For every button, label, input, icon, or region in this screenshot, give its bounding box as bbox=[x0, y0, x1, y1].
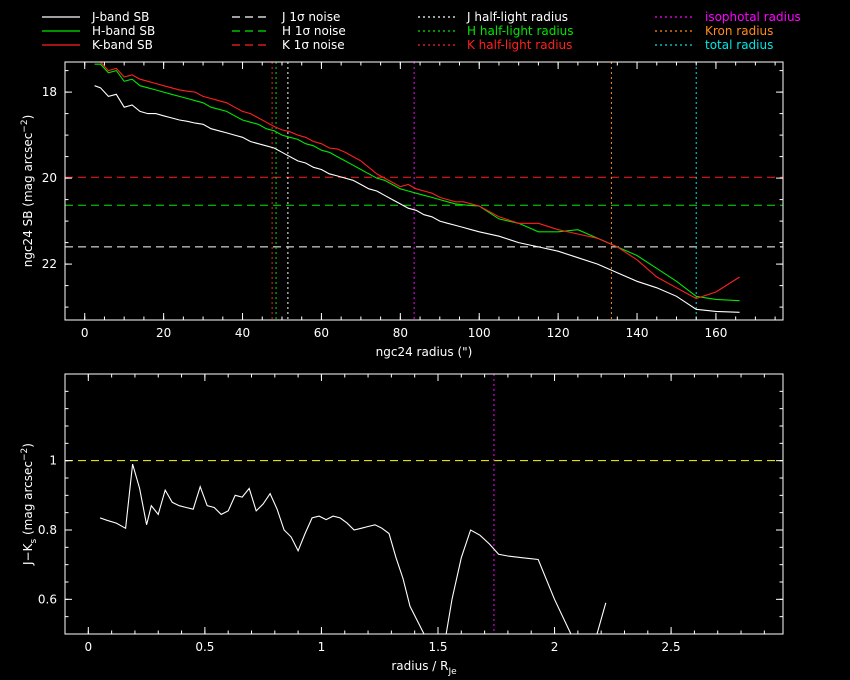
x-tick-label: 1.5 bbox=[428, 640, 447, 654]
plot-area bbox=[65, 62, 783, 320]
y-axis-label-sub: s bbox=[29, 539, 39, 544]
legend-label: Kron radius bbox=[705, 24, 773, 38]
x-tick-label: 2 bbox=[551, 640, 559, 654]
legend-label: H-band SB bbox=[92, 24, 155, 38]
y-axis-label-main: ngc24 SB (mag arcsec bbox=[21, 133, 35, 268]
x-tick-label: 100 bbox=[468, 326, 491, 340]
x-tick-label: 60 bbox=[314, 326, 329, 340]
series-line-0 bbox=[99, 463, 607, 634]
y-tick-label: 0.6 bbox=[38, 592, 57, 606]
legend-label: total radius bbox=[705, 38, 773, 52]
y-tick-label: 22 bbox=[42, 257, 57, 271]
plot-frame bbox=[64, 61, 784, 321]
x-tick-label: 20 bbox=[156, 326, 171, 340]
series-line-0 bbox=[94, 85, 740, 313]
legend-label: J 1σ noise bbox=[281, 10, 340, 24]
plot-frame bbox=[64, 373, 784, 635]
x-tick-label: 120 bbox=[547, 326, 570, 340]
y-axis-label-end: ) bbox=[21, 443, 35, 448]
color-profile-panel: 0 0.5 1 1.5 2 2.5 0.6 0.8 1 radius / RJe J−Ks (mag… bbox=[20, 373, 784, 677]
x-tick-label: 2.5 bbox=[662, 640, 681, 654]
y-axis-label-main: J−K bbox=[21, 542, 35, 566]
legend-label: isophotal radius bbox=[705, 10, 801, 24]
x-tick-label: 40 bbox=[235, 326, 250, 340]
legend-label: H half-light radius bbox=[467, 24, 574, 38]
series-line-1 bbox=[94, 63, 740, 302]
plot-area bbox=[65, 374, 783, 634]
y-axis-label: J−Ks (mag arcsec−2) bbox=[20, 443, 39, 566]
legend-label: K half-light radius bbox=[467, 38, 572, 52]
y-axis-label-sup: −2 bbox=[20, 119, 30, 132]
x-axis-label-main: radius / R bbox=[391, 659, 448, 673]
legend-label: J half-light radius bbox=[466, 10, 568, 24]
y-axis-label-rest: (mag arcsec bbox=[21, 461, 35, 539]
legend-label: K-band SB bbox=[92, 38, 153, 52]
surface-brightness-panel: 0 20 40 60 80 100 120 140 160 18 20 22 ngc24 radius … bbox=[20, 61, 784, 359]
x-tick-label: 160 bbox=[704, 326, 727, 340]
y-axis-label-end: ) bbox=[21, 115, 35, 120]
x-tick-label: 0.5 bbox=[195, 640, 214, 654]
x-axis-label: radius / RJe bbox=[391, 659, 457, 677]
x-tick-label: 0 bbox=[81, 326, 89, 340]
legend-label: J-band SB bbox=[91, 10, 149, 24]
y-axis-label: ngc24 SB (mag arcsec−2) bbox=[20, 115, 35, 268]
x-axis-label: ngc24 radius (") bbox=[376, 345, 473, 359]
y-tick-label: 20 bbox=[42, 171, 57, 185]
y-tick-label: 1 bbox=[49, 454, 57, 468]
x-tick-label: 80 bbox=[393, 326, 408, 340]
y-tick-label: 18 bbox=[42, 85, 57, 99]
y-tick-label: 0.8 bbox=[38, 523, 57, 537]
x-axis-label-sub: Je bbox=[447, 667, 457, 677]
x-tick-label: 140 bbox=[626, 326, 649, 340]
y-axis-label-sup: −2 bbox=[20, 448, 30, 461]
legend-label: H 1σ noise bbox=[282, 24, 346, 38]
series-line-2 bbox=[99, 62, 740, 300]
legend-label: K 1σ noise bbox=[282, 38, 345, 52]
x-tick-label: 1 bbox=[318, 640, 326, 654]
x-tick-label: 0 bbox=[84, 640, 92, 654]
